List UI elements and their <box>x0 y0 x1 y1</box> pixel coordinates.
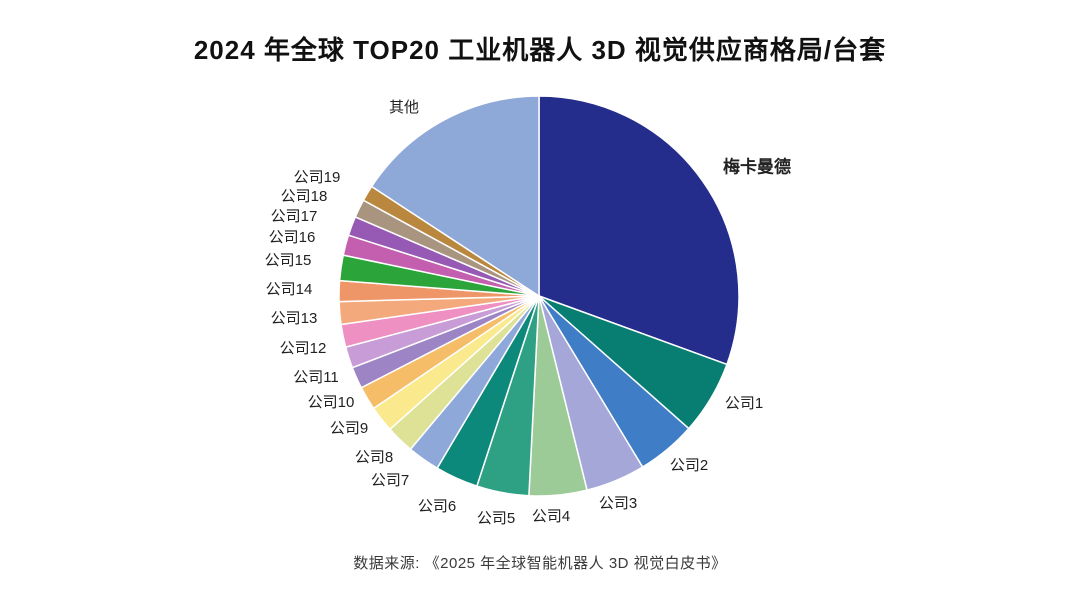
slice-label: 公司16 <box>269 229 316 246</box>
slice-label: 公司13 <box>271 310 318 327</box>
slice-label: 公司10 <box>308 394 355 411</box>
slice-label: 公司18 <box>281 188 328 205</box>
slice-label: 公司11 <box>293 369 339 386</box>
slice-label: 公司2 <box>670 457 708 474</box>
slice-label: 公司14 <box>266 281 313 298</box>
slice-label: 公司7 <box>371 472 409 489</box>
slice-label: 公司1 <box>725 395 763 412</box>
slice-label: 公司3 <box>599 495 637 512</box>
slice-label: 公司8 <box>355 449 393 466</box>
slice-label: 公司5 <box>477 510 515 527</box>
slice-label: 公司19 <box>294 169 341 186</box>
pie-slice <box>370 95 540 297</box>
slice-label: 公司12 <box>280 340 327 357</box>
slice-label: 公司15 <box>265 252 312 269</box>
slice-label: 公司4 <box>532 508 570 525</box>
source-caption: 数据来源: 《2025 年全球智能机器人 3D 视觉白皮书》 <box>353 555 727 572</box>
pie-slice <box>538 95 740 366</box>
slice-label: 梅卡曼德 <box>723 156 791 176</box>
slice-label: 其他 <box>389 99 419 116</box>
slice-label: 公司17 <box>271 208 318 225</box>
chart-title: 2024 年全球 TOP20 工业机器人 3D 视觉供应商格局/台套 <box>193 35 887 65</box>
slice-label: 公司6 <box>418 498 456 515</box>
slice-label: 公司9 <box>330 420 368 437</box>
